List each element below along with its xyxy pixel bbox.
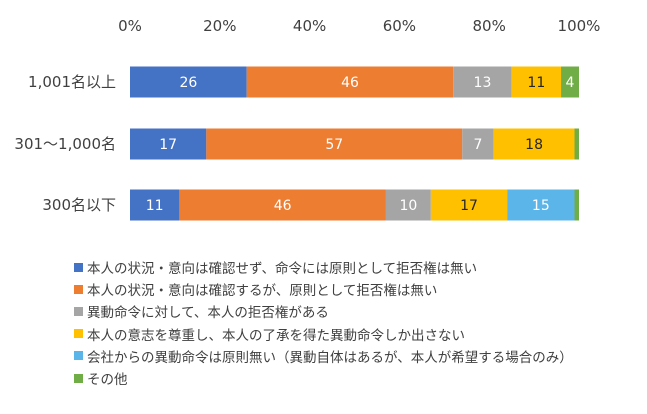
legend-swatch bbox=[74, 306, 83, 316]
category-label: 301～1,000名 bbox=[14, 135, 116, 153]
legend-swatch bbox=[74, 351, 83, 361]
x-tick-label: 40% bbox=[293, 17, 326, 35]
data-label: 10 bbox=[399, 198, 417, 214]
x-tick-label: 80% bbox=[473, 17, 506, 35]
legend-label: 本人の状況・意向は確認するが、原則として拒否権は無い bbox=[87, 283, 438, 300]
legend-label: 本人の意志を尊重し、本人の了承を得た異動命令しか出さない bbox=[87, 327, 465, 344]
legend-label: 会社からの異動命令は原則無い（異動自体はあるが、本人が希望する場合のみ） bbox=[87, 349, 573, 366]
bar-segment bbox=[493, 128, 575, 160]
bar-segment bbox=[507, 189, 575, 221]
legend-item: その他 bbox=[74, 367, 644, 389]
bar-segment bbox=[130, 128, 207, 160]
legend-swatch bbox=[74, 329, 83, 339]
legend-swatch bbox=[74, 284, 83, 294]
legend-item: 本人の状況・意向は確認せず、命令には原則として拒否権は無い bbox=[74, 256, 644, 278]
bar-segment bbox=[462, 128, 494, 160]
legend-swatch bbox=[74, 373, 83, 383]
data-label: 4 bbox=[566, 75, 575, 91]
bar-segment bbox=[130, 66, 247, 98]
data-label: 18 bbox=[525, 137, 543, 153]
stacked-bar-chart: 0% 20% 40% 60% 80% 100% 1,001名以上 301～1,000名 300名… bbox=[14, 17, 601, 221]
data-label: 26 bbox=[179, 75, 197, 91]
data-label: 7 bbox=[474, 137, 483, 153]
bar-segment bbox=[246, 66, 454, 98]
bar-segment bbox=[511, 66, 562, 98]
bar-segment bbox=[574, 189, 579, 221]
bar-segment bbox=[385, 189, 431, 221]
legend: 本人の状況・意向は確認せず、命令には原則として拒否権は無い 本人の状況・意向は確認… bbox=[74, 256, 644, 389]
bar-segment bbox=[179, 189, 386, 221]
legend-label: 本人の状況・意向は確認せず、命令には原則として拒否権は無い bbox=[87, 261, 478, 278]
bar-segment bbox=[130, 189, 180, 221]
legend-item: 本人の意志を尊重し、本人の了承を得た異動命令しか出さない bbox=[74, 323, 644, 345]
data-label: 46 bbox=[341, 75, 359, 91]
bar-segment bbox=[430, 189, 508, 221]
bar-segment bbox=[561, 66, 579, 98]
bar-segment bbox=[574, 128, 579, 160]
data-label: 11 bbox=[146, 198, 164, 214]
bar-segment bbox=[206, 128, 463, 160]
bar-segment bbox=[453, 66, 512, 98]
legend-swatch bbox=[74, 262, 83, 272]
x-tick-label: 100% bbox=[558, 17, 601, 35]
legend-item: 異動命令に対して、本人の拒否権がある bbox=[74, 300, 644, 322]
legend-label: その他 bbox=[87, 372, 128, 389]
legend-item: 本人の状況・意向は確認するが、原則として拒否権は無い bbox=[74, 278, 644, 300]
data-label: 46 bbox=[274, 198, 292, 214]
x-tick-label: 60% bbox=[383, 17, 416, 35]
data-label: 13 bbox=[474, 75, 492, 91]
category-label: 300名以下 bbox=[42, 196, 116, 214]
data-label: 57 bbox=[325, 137, 343, 153]
data-label: 15 bbox=[532, 198, 550, 214]
x-tick-label: 0% bbox=[118, 17, 142, 35]
data-label: 17 bbox=[460, 198, 478, 214]
legend-label: 異動命令に対して、本人の拒否権がある bbox=[87, 305, 329, 322]
legend-item: 会社からの異動命令は原則無い（異動自体はあるが、本人が希望する場合のみ） bbox=[74, 345, 644, 367]
category-label: 1,001名以上 bbox=[28, 73, 116, 91]
x-tick-label: 20% bbox=[203, 17, 236, 35]
data-label: 17 bbox=[159, 137, 177, 153]
data-label: 11 bbox=[527, 75, 545, 91]
